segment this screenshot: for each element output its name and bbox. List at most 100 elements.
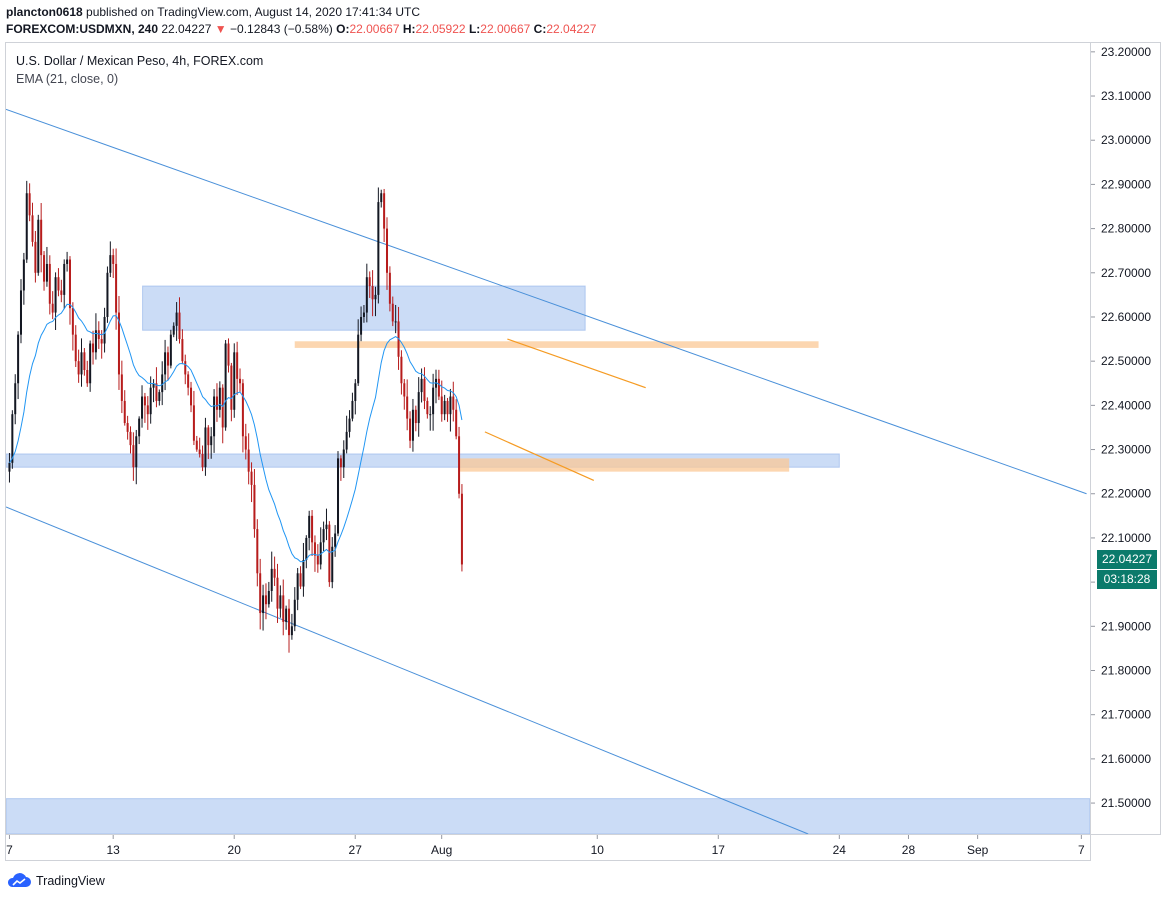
resistance-zone-orange-1 — [458, 458, 790, 472]
wedge-line-0 — [507, 338, 646, 389]
candle-body — [126, 423, 129, 432]
candle-body — [460, 493, 463, 565]
price-tick-label: 21.70000 — [1101, 708, 1151, 722]
candle-body — [455, 409, 458, 437]
candle-body — [437, 378, 440, 397]
candle-body — [449, 396, 452, 415]
candle-body — [279, 595, 282, 609]
price-tick-label: 22.40000 — [1101, 398, 1151, 412]
time-tick-label: 27 — [349, 843, 363, 857]
channel-lower-line — [6, 506, 809, 834]
down-arrow-icon: ▼ — [214, 22, 227, 36]
candle-body — [175, 312, 178, 326]
price-axis[interactable] — [1091, 42, 1161, 835]
channel-upper-line — [6, 108, 1087, 495]
open-value: 22.00667 — [349, 22, 400, 36]
candle-body — [215, 396, 218, 410]
candle-body — [264, 595, 267, 605]
price-tick-label: 22.10000 — [1101, 531, 1151, 545]
candle-body — [426, 400, 429, 415]
author-name[interactable]: plancton0618 — [6, 5, 83, 19]
candle-body — [146, 405, 149, 415]
candle-body — [198, 449, 201, 454]
candle-body — [388, 272, 391, 304]
price-tick-label: 22.30000 — [1101, 443, 1151, 457]
candle-body — [319, 542, 322, 565]
candle-body — [420, 378, 423, 393]
candle-body — [103, 316, 106, 344]
chart-legend: U.S. Dollar / Mexican Peso, 4h, FOREX.co… — [16, 52, 263, 88]
candle-body — [362, 312, 365, 317]
candle-body — [22, 259, 25, 291]
candle-body — [443, 400, 446, 415]
candle-body — [383, 193, 386, 229]
candle-body — [236, 352, 239, 379]
candle-body — [115, 263, 118, 313]
cloud-icon — [7, 873, 31, 887]
candle-body — [37, 219, 40, 273]
candle-body — [256, 529, 259, 574]
candle-body — [357, 334, 360, 384]
time-tick-label: 17 — [712, 843, 726, 857]
price-tick-label: 21.60000 — [1101, 752, 1151, 766]
candle-body — [423, 378, 426, 401]
candle-body — [143, 396, 146, 406]
candle-body — [169, 334, 172, 366]
resistance-zone-orange-0 — [294, 341, 819, 348]
candle-body — [241, 383, 244, 437]
candle-body — [285, 608, 288, 622]
candle-body — [60, 290, 63, 295]
candle-body — [348, 418, 351, 432]
candle-body — [74, 334, 77, 362]
chart-pane[interactable] — [5, 42, 1091, 835]
time-axis[interactable] — [5, 835, 1091, 861]
time-tick-label: 13 — [107, 843, 121, 857]
price-tick-label: 22.60000 — [1101, 310, 1151, 324]
candle-body — [190, 387, 193, 406]
ema-line — [9, 303, 463, 563]
price-tick-label: 21.90000 — [1101, 619, 1151, 633]
candle-body — [201, 453, 204, 468]
publish-line: plancton0618 published on TradingView.co… — [6, 4, 596, 21]
time-tick-label: Aug — [431, 843, 452, 857]
candle-body — [138, 418, 141, 437]
candle-body — [380, 193, 383, 203]
time-tick-label: 28 — [902, 843, 916, 857]
legend-ema[interactable]: EMA (21, close, 0) — [16, 72, 119, 86]
candle-body — [89, 343, 92, 384]
candle-body — [86, 370, 89, 384]
price-tick-label: 23.20000 — [1101, 45, 1151, 59]
candle-body — [97, 330, 100, 340]
candle-body — [141, 396, 144, 419]
candle-body — [296, 573, 299, 600]
price-tick-label: 22.70000 — [1101, 266, 1151, 280]
candle-body — [440, 396, 443, 415]
support-zone-blue-2 — [6, 798, 1090, 834]
time-tick-label: 10 — [591, 843, 605, 857]
candle-body — [270, 568, 273, 591]
candle-body — [328, 524, 331, 583]
time-tick-label: 24 — [833, 843, 847, 857]
candle-body — [360, 316, 363, 335]
candle-body — [414, 409, 417, 424]
candle-body — [158, 392, 161, 401]
candle-body — [83, 352, 86, 371]
candle-body — [288, 608, 291, 636]
candle-body — [28, 193, 31, 216]
candle-body — [385, 228, 389, 273]
wedge-line-1 — [484, 431, 595, 482]
price-tick-label: 21.80000 — [1101, 663, 1151, 677]
candle-body — [230, 365, 233, 410]
candle-body — [250, 471, 253, 485]
price-tick-label: 22.90000 — [1101, 177, 1151, 191]
close-label: C: — [533, 22, 547, 36]
price-tick-label: 23.00000 — [1101, 133, 1151, 147]
high-label: H: — [402, 22, 416, 36]
price-tick-label: 22.20000 — [1101, 487, 1151, 501]
time-tick-label: Sep — [967, 843, 989, 857]
tradingview-logo[interactable]: TradingView — [6, 873, 105, 889]
candle-body — [178, 312, 181, 340]
candle-body — [411, 409, 414, 441]
candle-body — [8, 462, 11, 472]
